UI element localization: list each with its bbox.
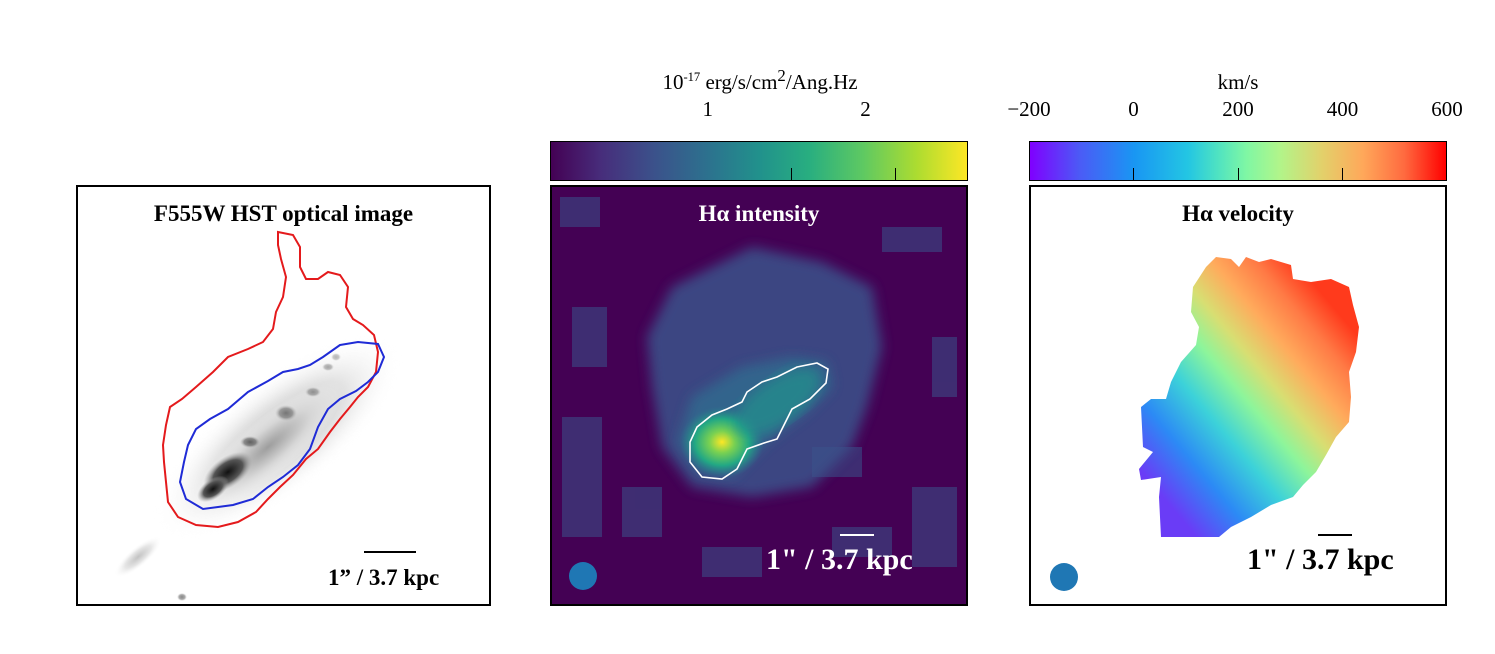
velocity-tick-label-1: 0 xyxy=(1128,97,1139,121)
velocity-panel: Hα velocity 1" / 3.7 kpc xyxy=(1029,185,1447,606)
velocity-scale-label: 1" / 3.7 kpc xyxy=(1247,543,1394,576)
colorbar-tick-400 xyxy=(1342,168,1343,180)
beam-marker xyxy=(569,562,597,590)
velocity-tick-label-3: 400 xyxy=(1326,97,1359,121)
intensity-panel-title: Hα intensity xyxy=(698,201,820,226)
colorbar-tick-1 xyxy=(791,168,792,180)
scale-bar xyxy=(840,534,874,536)
velocity-tick-label-0: −200 xyxy=(1007,97,1051,121)
scale-bar xyxy=(1318,534,1352,536)
inner-contour xyxy=(178,340,386,511)
optical-panel-title: F555W HST optical image xyxy=(153,201,414,226)
velocity-tick-label-2: 200 xyxy=(1222,97,1254,121)
intensity-map xyxy=(560,197,957,590)
optical-scale-label: 1” / 3.7 kpc xyxy=(328,565,440,590)
colorbar-tick-200 xyxy=(1238,168,1239,180)
intensity-tick-label-1: 2 xyxy=(860,97,871,121)
intensity-colorbar-unit: 10-17 erg/s/cm2/Ang.Hz xyxy=(662,66,858,94)
optical-image-panel: F555W HST optical image 1” / 3.7 kpc xyxy=(76,185,491,606)
colorbar-tick-0 xyxy=(1133,168,1134,180)
optical-image xyxy=(114,230,401,601)
outer-contour xyxy=(161,230,380,529)
intensity-scale-label: 1" / 3.7 kpc xyxy=(766,543,913,576)
intensity-panel: Hα intensity 1" / 3.7 kpc xyxy=(550,185,968,606)
velocity-colorbar xyxy=(1029,141,1447,181)
velocity-field xyxy=(1139,257,1359,537)
velocity-tick-label-4: 600 xyxy=(1431,97,1463,121)
velocity-colorbar-unit: km/s xyxy=(1217,70,1259,94)
intensity-colorbar xyxy=(550,141,968,181)
beam-marker xyxy=(1050,563,1078,591)
intensity-tick-label-0: 1 xyxy=(702,97,713,121)
colorbar-tick-2 xyxy=(895,168,896,180)
intensity-contour xyxy=(689,362,829,480)
velocity-panel-title: Hα velocity xyxy=(1182,201,1294,226)
velocity-map xyxy=(1050,257,1359,591)
scale-bar xyxy=(364,551,416,553)
